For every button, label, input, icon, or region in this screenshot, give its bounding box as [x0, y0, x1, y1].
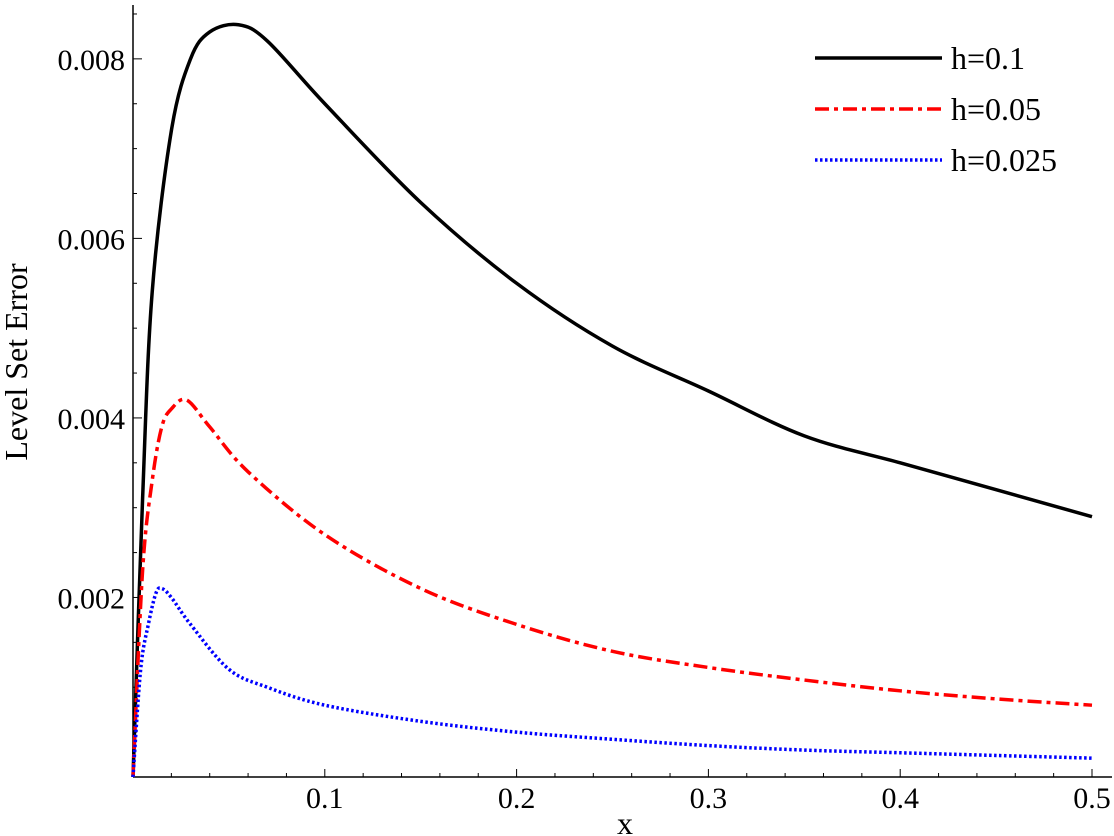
legend-label-h-0-025: h=0.025 [951, 142, 1057, 178]
x-tick-label: 0.3 [690, 782, 728, 815]
x-axis-title: x [617, 805, 633, 836]
legend: h=0.1 h=0.05 h=0.025 [815, 40, 1057, 178]
y-tick-label: 0.004 [58, 403, 126, 436]
y-tick-label: 0.006 [58, 223, 126, 256]
y-axis-title: Level Set Error [0, 263, 34, 461]
series-line-h-0-025 [131, 586, 1093, 778]
axes [132, 5, 1112, 778]
x-tick-label: 0.2 [498, 782, 536, 815]
y-tick-label: 0.002 [58, 582, 126, 615]
ticks: 0.1 0.2 0.3 0.4 0.5 0.002 0.004 0.006 0.008 [58, 13, 1111, 815]
series-layer [131, 22, 1093, 778]
x-tick-label: 0.4 [881, 782, 919, 815]
legend-label-h-0-05: h=0.05 [951, 91, 1041, 127]
x-tick-label: 0.1 [306, 782, 344, 815]
y-tick-label: 0.008 [58, 44, 126, 77]
legend-label-h-0-1: h=0.1 [951, 40, 1025, 76]
x-tick-label: 0.5 [1073, 782, 1111, 815]
series-line-h-0-05 [131, 397, 1093, 778]
series-line-h-0-1 [131, 22, 1093, 778]
